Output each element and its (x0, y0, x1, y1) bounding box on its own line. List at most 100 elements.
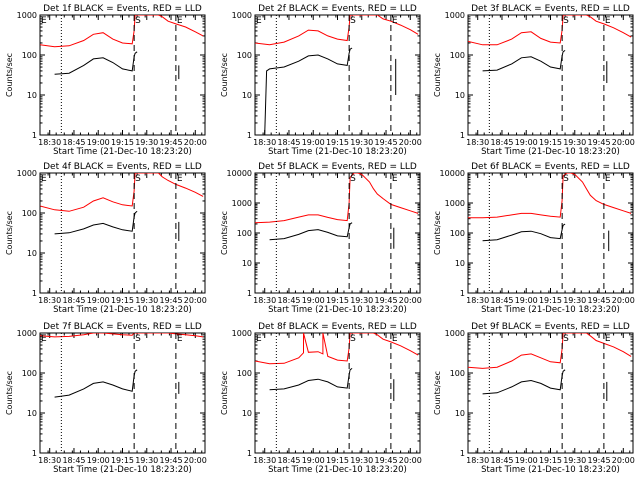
y-tick-label: 1000 (17, 169, 37, 178)
x-tick-label: 19:45 (587, 296, 610, 305)
plot-frame (254, 332, 421, 454)
plot-frame (467, 14, 634, 136)
x-tick-label: 18:45 (62, 138, 85, 147)
x-tick-label: 19:30 (135, 296, 158, 305)
chart-title: Det 1f BLACK = Events, RED = LLD (43, 4, 202, 14)
x-tick-label: 20:00 (184, 456, 207, 465)
y-tick-label: 10 (455, 409, 465, 418)
x-tick-label: 19:30 (350, 456, 373, 465)
x-tick-label: 20:00 (184, 296, 207, 305)
x-tick-label: 18:45 (277, 138, 300, 147)
x-tick-label: 19:15 (326, 456, 349, 465)
plot-frame (39, 14, 206, 136)
y-tick-label: 1 (247, 289, 252, 298)
x-axis-label: Start Time (21-Dec-10 18:23:20) (268, 465, 407, 475)
detector-panel-1: Det 1f BLACK = Events, RED = LLD 1 10 100 10… (5, 4, 207, 157)
x-tick-label: 20:00 (612, 296, 635, 305)
x-tick-label: 19:45 (587, 456, 610, 465)
x-tick-label: 19:30 (135, 456, 158, 465)
events-series-line (482, 49, 566, 72)
x-tick-label: 19:15 (111, 296, 134, 305)
lld-series-line (468, 173, 632, 219)
chart-title: Det 7f BLACK = Events, RED = LLD (43, 322, 202, 332)
x-tick-label: 18:30 (38, 138, 61, 147)
x-tick-label: 18:30 (466, 456, 489, 465)
detector-panel-9: Det 9f BLACK = Events, RED = LLD 1 10 100 10… (433, 322, 635, 475)
lld-series-line (255, 15, 419, 46)
x-tick-label: 18:45 (277, 456, 300, 465)
y-tick-label: 1 (247, 449, 252, 458)
x-tick-label: 19:00 (87, 138, 110, 147)
y-tick-label: 10 (242, 91, 252, 100)
y-tick-label: 100 (450, 369, 465, 378)
x-tick-label: 18:45 (490, 456, 513, 465)
lld-series-line (255, 333, 419, 365)
x-tick-label: 19:45 (374, 296, 397, 305)
time-marker-label: S (563, 174, 569, 184)
x-tick-label: 18:45 (277, 296, 300, 305)
detector-panel-6: Det 6f BLACK = Events, RED = LLD 1 10 100 10… (433, 162, 635, 315)
x-tick-label: 18:45 (490, 138, 513, 147)
chart-title: Det 6f BLACK = Events, RED = LLD (471, 162, 630, 172)
y-tick-label: 10 (27, 91, 37, 100)
y-axis-label: Counts/sec (433, 211, 442, 255)
x-tick-label: 18:30 (253, 138, 276, 147)
time-marker-label: E (177, 174, 183, 184)
x-tick-label: 19:45 (374, 456, 397, 465)
y-tick-label: 1000 (232, 11, 252, 20)
lld-series-line (40, 15, 204, 48)
y-tick-label: 1000 (17, 329, 37, 338)
y-axis-label: Counts/sec (5, 211, 14, 255)
y-axis-label: Counts/sec (220, 53, 229, 97)
time-marker-label: S (350, 334, 356, 344)
x-tick-label: 18:30 (38, 456, 61, 465)
lld-series-line (255, 173, 419, 224)
detector-panel-4: Det 4f BLACK = Events, RED = LLD 1 10 100 10… (5, 162, 207, 315)
x-tick-label: 19:30 (135, 138, 158, 147)
x-tick-label: 19:15 (539, 138, 562, 147)
time-marker-label: E (177, 334, 183, 344)
time-marker-label: S (563, 334, 569, 344)
lld-series-line (40, 173, 204, 212)
lld-series-line (468, 333, 632, 369)
time-marker-label: S (563, 16, 569, 26)
y-tick-label: 100 (22, 369, 37, 378)
y-tick-label: 1000 (445, 329, 465, 338)
events-series-line (269, 367, 353, 391)
y-tick-label: 1 (460, 449, 465, 458)
x-axis-label: Start Time (21-Dec-10 18:23:20) (481, 147, 620, 157)
chart-title: Det 4f BLACK = Events, RED = LLD (43, 162, 202, 172)
y-axis-label: Counts/sec (433, 371, 442, 415)
y-tick-label: 10 (242, 409, 252, 418)
time-marker-label: E (256, 16, 262, 26)
x-tick-label: 20:00 (399, 296, 422, 305)
x-tick-label: 19:30 (563, 456, 586, 465)
plot-frame (39, 332, 206, 454)
time-marker-label: E (41, 334, 47, 344)
plot-frame (254, 172, 421, 294)
y-axis-label: Counts/sec (5, 53, 14, 97)
time-marker-label: S (135, 16, 141, 26)
x-tick-label: 19:15 (326, 138, 349, 147)
x-tick-label: 20:00 (399, 138, 422, 147)
x-axis-label: Start Time (21-Dec-10 18:23:20) (481, 305, 620, 315)
x-tick-label: 20:00 (612, 138, 635, 147)
time-marker-label: E (177, 16, 183, 26)
x-tick-label: 19:45 (587, 138, 610, 147)
detector-panel-2: Det 2f BLACK = Events, RED = LLD 1 10 100 10… (220, 4, 422, 157)
x-tick-label: 19:00 (515, 138, 538, 147)
time-marker-label: E (41, 174, 47, 184)
x-tick-label: 19:45 (374, 138, 397, 147)
x-tick-label: 19:00 (87, 296, 110, 305)
chart-title: Det 2f BLACK = Events, RED = LLD (258, 4, 417, 14)
events-series-line (482, 223, 566, 242)
x-tick-label: 19:30 (350, 296, 373, 305)
time-marker-label: E (605, 16, 611, 26)
detector-panel-7: Det 7f BLACK = Events, RED = LLD 1 10 100 10… (5, 322, 207, 475)
x-tick-label: 19:45 (159, 138, 182, 147)
events-series-line (54, 51, 138, 75)
x-tick-label: 18:30 (466, 138, 489, 147)
time-marker-label: S (135, 334, 141, 344)
y-tick-label: 100 (22, 51, 37, 60)
